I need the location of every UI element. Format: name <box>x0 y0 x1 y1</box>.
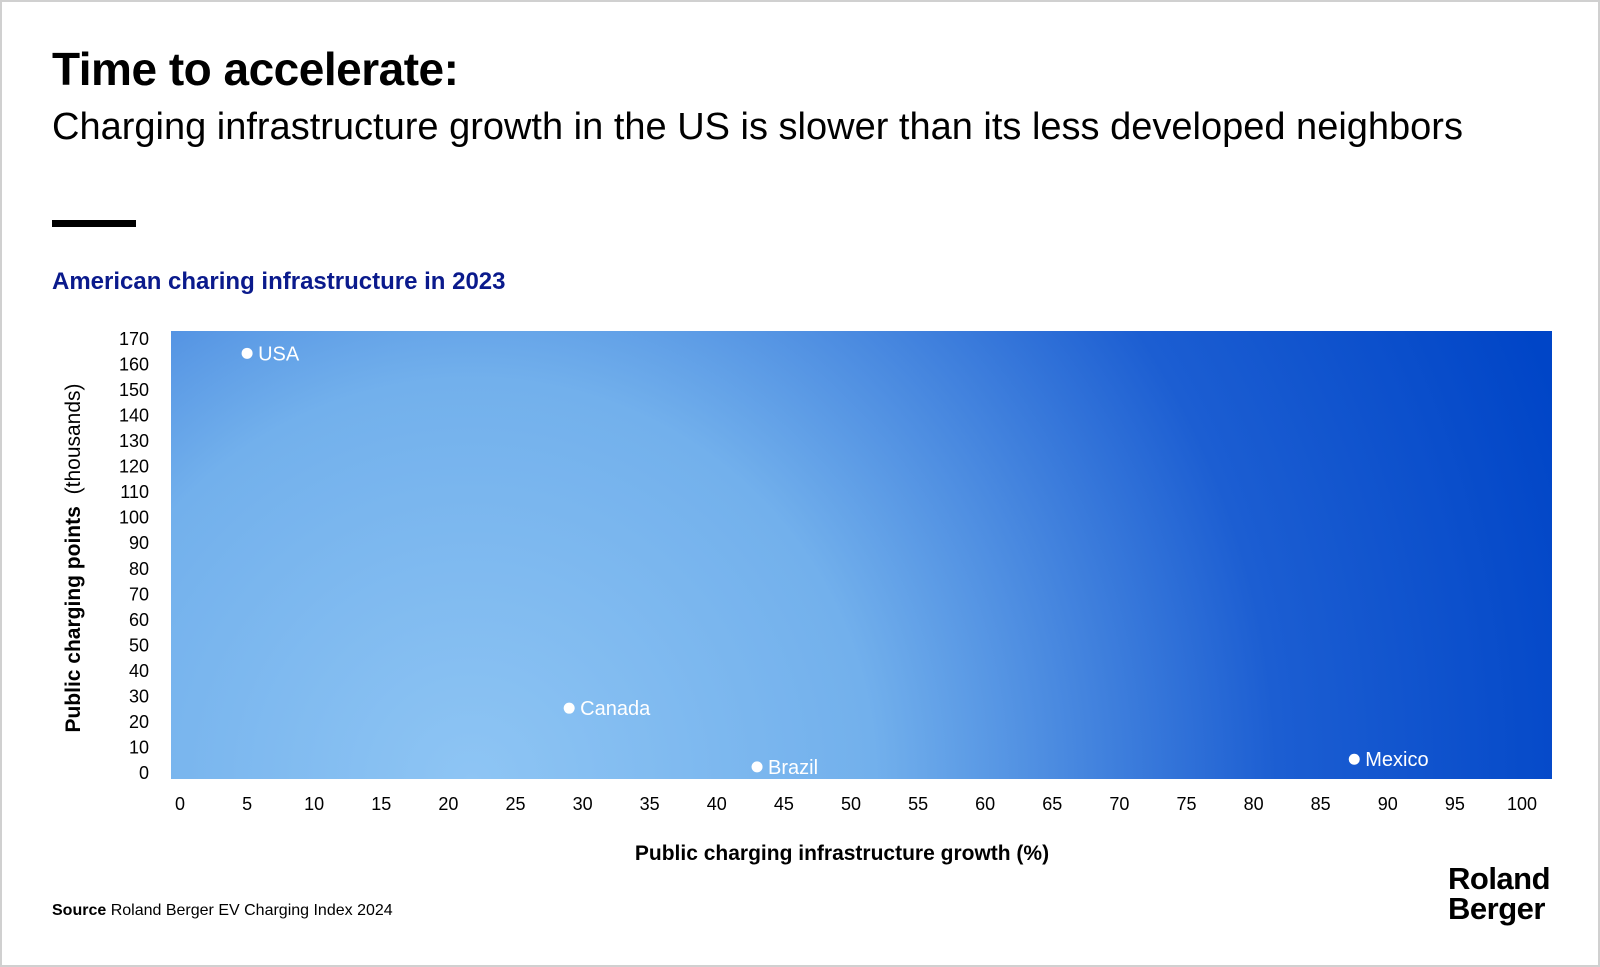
x-tick-label: 70 <box>1109 794 1129 814</box>
y-axis-label: Public charging points (thousands) <box>62 383 85 732</box>
data-point-brazil <box>751 761 763 773</box>
x-tick-label: 5 <box>242 794 252 814</box>
data-label-mexico: Mexico <box>1365 749 1428 771</box>
x-tick-label: 30 <box>573 794 593 814</box>
y-axis-ticks: 0 10 20 30 40 50 60 70 80 90 100 110 120 130 140 150 160… <box>119 329 149 783</box>
x-axis-ticks: 0 5 10 15 20 25 30 35 40 45 50 55 60 65 70 75 80 85 90 95 10… <box>175 794 1537 814</box>
y-tick-label: 0 <box>139 763 149 783</box>
source-note: Source Roland Berger EV Charging Index 2… <box>52 902 393 920</box>
x-axis-label: Public charging infrastructure growth (%… <box>635 842 1049 865</box>
data-label-canada: Canada <box>580 698 651 720</box>
y-tick-label: 140 <box>119 406 149 426</box>
x-tick-label: 85 <box>1311 794 1331 814</box>
y-tick-label: 100 <box>119 508 149 528</box>
x-tick-label: 50 <box>841 794 861 814</box>
x-tick-label: 45 <box>774 794 794 814</box>
x-tick-label: 90 <box>1378 794 1398 814</box>
y-tick-label: 60 <box>129 610 149 630</box>
y-tick-label: 40 <box>129 661 149 681</box>
x-tick-label: 80 <box>1244 794 1264 814</box>
y-tick-label: 20 <box>129 712 149 732</box>
source-label: Source <box>52 902 107 919</box>
data-points: USA Canada Brazil Mexico <box>241 343 1429 779</box>
x-tick-label: 65 <box>1042 794 1062 814</box>
x-tick-label: 15 <box>371 794 391 814</box>
x-tick-label: 20 <box>438 794 458 814</box>
y-axis-label-bold: Public charging points <box>62 506 85 732</box>
data-label-usa: USA <box>258 343 300 365</box>
y-axis-label-unit: (thousands) <box>62 383 85 494</box>
x-tick-label: 100 <box>1507 794 1537 814</box>
x-tick-label: 60 <box>975 794 995 814</box>
y-tick-label: 80 <box>129 559 149 579</box>
logo-line-2: Berger <box>1448 891 1545 926</box>
y-tick-label: 10 <box>129 737 149 757</box>
page-subtitle: Charging infrastructure growth in the US… <box>52 106 1463 148</box>
data-point-usa <box>241 347 253 359</box>
title-underline <box>52 220 136 227</box>
x-tick-label: 10 <box>304 794 324 814</box>
x-tick-label: 95 <box>1445 794 1465 814</box>
x-tick-label: 55 <box>908 794 928 814</box>
x-tick-label: 75 <box>1176 794 1196 814</box>
data-label-brazil: Brazil <box>768 757 818 779</box>
x-tick-label: 0 <box>175 794 185 814</box>
y-tick-label: 110 <box>120 482 149 502</box>
logo-line-1: Roland <box>1448 861 1551 896</box>
y-tick-label: 30 <box>129 686 149 706</box>
y-tick-label: 170 <box>119 329 149 349</box>
y-tick-label: 120 <box>119 457 149 477</box>
source-text: Roland Berger EV Charging Index 2024 <box>110 902 393 919</box>
y-tick-label: 150 <box>119 380 149 400</box>
x-tick-label: 40 <box>707 794 727 814</box>
x-tick-label: 25 <box>505 794 525 814</box>
y-tick-label: 130 <box>119 431 149 451</box>
page-title: Time to accelerate: <box>52 43 459 95</box>
plot-area <box>171 331 1552 779</box>
y-tick-label: 90 <box>129 533 149 553</box>
data-point-mexico <box>1348 753 1360 765</box>
chart-title: American charing infrastructure in 2023 <box>52 268 506 295</box>
y-tick-label: 160 <box>119 355 149 375</box>
roland-berger-logo: Roland Berger <box>1448 861 1551 926</box>
y-tick-label: 50 <box>129 635 149 655</box>
x-tick-label: 35 <box>640 794 660 814</box>
data-point-canada <box>563 702 575 714</box>
y-tick-label: 70 <box>129 584 149 604</box>
